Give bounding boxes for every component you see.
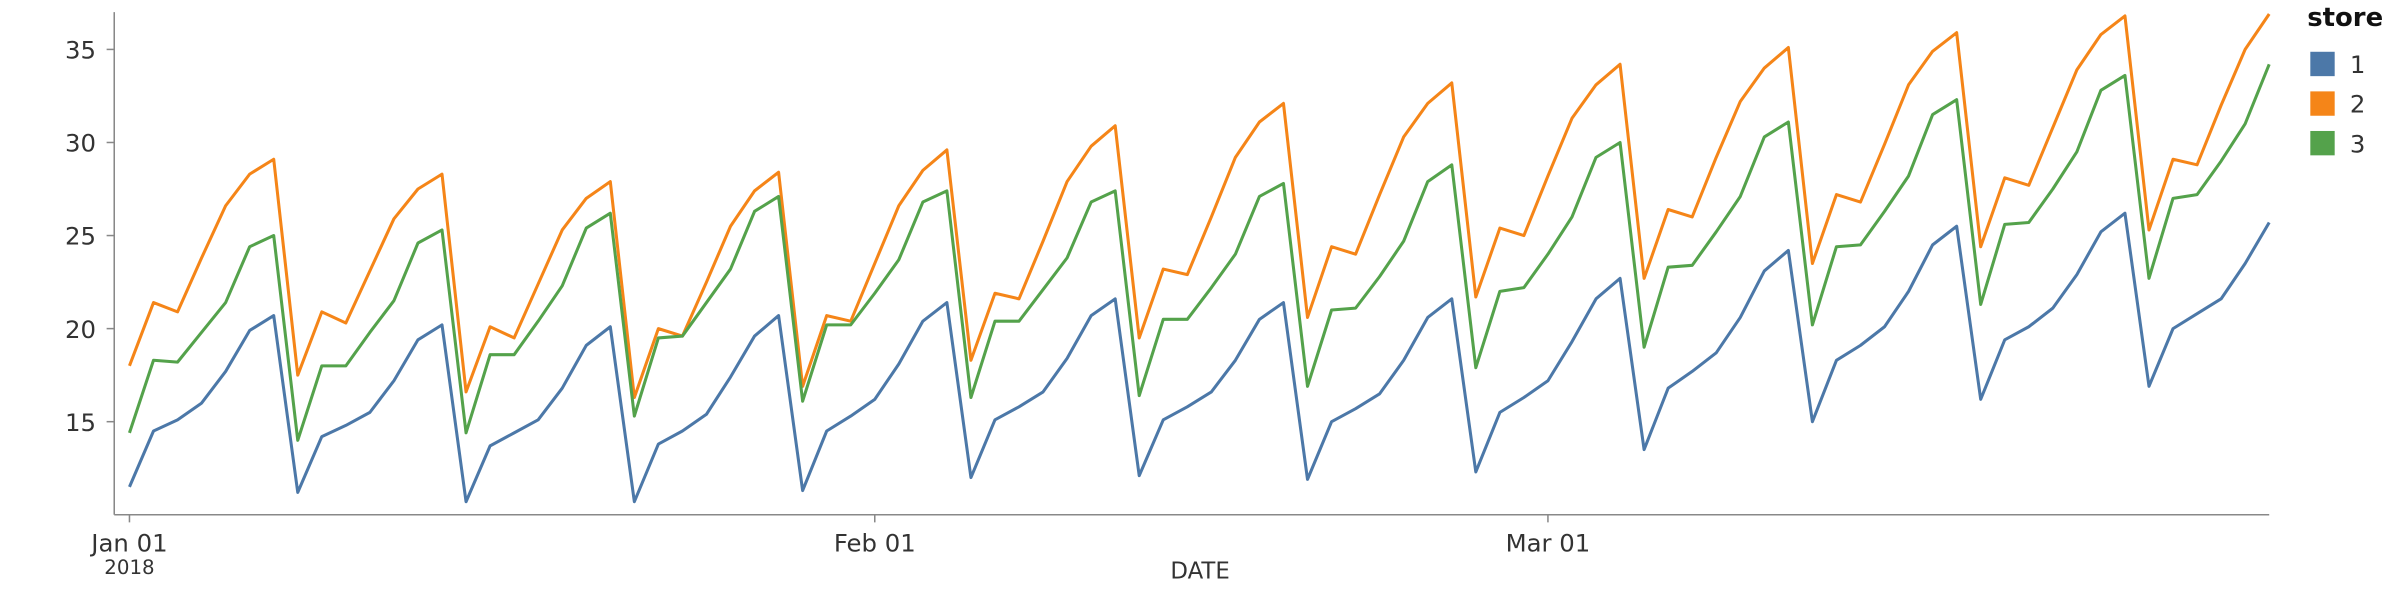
y-tick-label: 25: [65, 222, 96, 251]
legend-label: 3: [2350, 129, 2365, 158]
legend-label: 1: [2350, 50, 2365, 79]
legend-title: store: [2307, 3, 2383, 33]
y-tick-label: 35: [65, 36, 96, 65]
x-year-label: 2018: [104, 556, 154, 579]
legend-swatch: [2310, 91, 2335, 116]
legend-swatch: [2310, 51, 2335, 77]
legend-swatch: [2310, 130, 2335, 156]
legend-label: 2: [2350, 90, 2365, 119]
x-axis-label: DATE: [1170, 559, 1229, 585]
x-tick-label: Jan 01: [89, 528, 167, 557]
x-tick-label: Feb 01: [834, 528, 916, 557]
y-tick-label: 30: [65, 129, 96, 158]
line-series: [128, 13, 2271, 400]
line-series: [128, 63, 2271, 442]
x-tick-label: Mar 01: [1506, 528, 1591, 557]
y-tick-label: 20: [65, 315, 96, 344]
line-series: [128, 211, 2271, 504]
y-tick-label: 15: [65, 408, 96, 437]
